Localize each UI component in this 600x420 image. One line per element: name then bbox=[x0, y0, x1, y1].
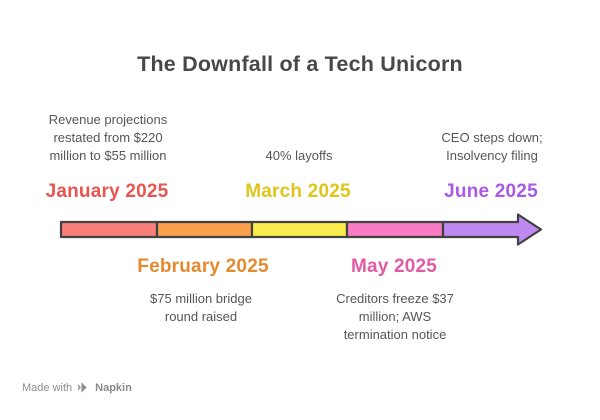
month-label-february: February 2025 bbox=[137, 256, 268, 278]
timeline-segment-march bbox=[252, 222, 347, 237]
event-description-february: $75 million bridge round raised bbox=[150, 290, 252, 326]
timeline-arrowhead bbox=[443, 215, 541, 245]
timeline-segment-january bbox=[61, 222, 157, 237]
event-description-may: Creditors freeze $37 million; AWS termin… bbox=[336, 290, 454, 344]
timeline-diagram: The Downfall of a Tech Unicorn Revenue p… bbox=[0, 0, 600, 420]
brand-label: Napkin bbox=[95, 382, 132, 394]
description-line: round raised bbox=[150, 308, 252, 326]
description-line: Insolvency filing bbox=[441, 147, 542, 165]
month-label-march: March 2025 bbox=[245, 181, 351, 203]
month-label-june: June 2025 bbox=[444, 181, 538, 203]
description-line: termination notice bbox=[336, 326, 454, 344]
made-with-label: Made with bbox=[22, 382, 72, 394]
event-description-january: Revenue projections restated from $220 m… bbox=[49, 111, 168, 165]
description-line: restated from $220 bbox=[49, 129, 168, 147]
month-label-may: May 2025 bbox=[351, 256, 437, 278]
description-line: Revenue projections bbox=[49, 111, 168, 129]
description-line: $75 million bridge bbox=[150, 290, 252, 308]
diagram-title: The Downfall of a Tech Unicorn bbox=[0, 52, 600, 77]
description-line: 40% layoffs bbox=[266, 147, 333, 165]
event-description-june: CEO steps down; Insolvency filing bbox=[441, 129, 542, 165]
event-description-march: 40% layoffs bbox=[266, 147, 333, 165]
napkin-logo-icon bbox=[77, 381, 90, 394]
description-line: CEO steps down; bbox=[441, 129, 542, 147]
description-line: Creditors freeze $37 bbox=[336, 290, 454, 308]
timeline-segment-may bbox=[347, 222, 443, 237]
description-line: million; AWS bbox=[336, 308, 454, 326]
timeline-segment-february bbox=[157, 222, 252, 237]
timeline-arrow bbox=[0, 212, 600, 258]
attribution: Made with Napkin bbox=[22, 381, 132, 394]
description-line: million to $55 million bbox=[49, 147, 168, 165]
month-label-january: January 2025 bbox=[46, 181, 169, 203]
